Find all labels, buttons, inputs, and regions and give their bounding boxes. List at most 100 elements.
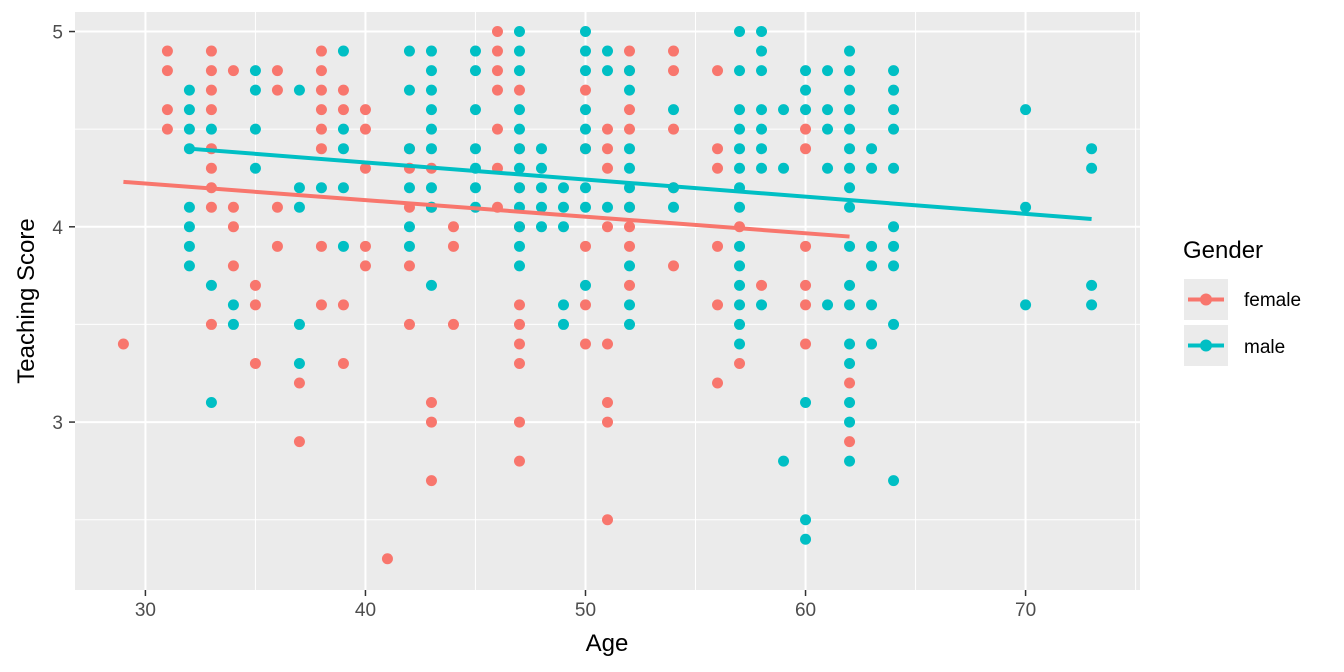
female-point: [602, 221, 613, 233]
female-point: [315, 143, 327, 155]
male-point: [624, 260, 636, 272]
male-point: [425, 143, 437, 155]
male-point: [249, 84, 261, 96]
female-point: [249, 279, 261, 291]
male-point: [205, 279, 217, 291]
male-point: [249, 123, 261, 135]
female-point: [602, 123, 613, 135]
female-point: [624, 104, 636, 116]
legend-title: Gender: [1183, 237, 1263, 264]
male-point: [1020, 104, 1032, 116]
female-point: [668, 45, 680, 57]
male-point: [535, 162, 547, 174]
male-point: [337, 182, 349, 194]
x-axis: 30 40 50 60 70: [135, 590, 1036, 621]
male-point: [888, 221, 900, 233]
y-axis-title: Teaching Score: [13, 218, 40, 383]
legend-label-female: female: [1244, 290, 1301, 311]
male-point: [734, 279, 746, 291]
male-point: [183, 240, 195, 252]
male-point: [756, 45, 768, 57]
female-point: [800, 338, 812, 350]
male-point: [513, 182, 525, 194]
male-point: [513, 221, 525, 233]
female-point: [513, 338, 525, 350]
male-point: [337, 143, 349, 155]
female-point: [205, 65, 217, 77]
male-point: [800, 104, 812, 116]
male-point: [1086, 143, 1098, 155]
male-point: [756, 65, 768, 77]
female-point: [359, 162, 371, 174]
female-point: [756, 279, 768, 291]
female-point: [513, 357, 525, 369]
trend-lines: [123, 146, 1092, 239]
female-point: [491, 84, 503, 96]
female-point: [117, 338, 129, 350]
male-point: [1020, 299, 1032, 311]
male-point: [602, 201, 613, 213]
male-point: [425, 123, 437, 135]
female-point: [800, 123, 812, 135]
male-point: [734, 240, 746, 252]
y-tick-label: 5: [52, 23, 63, 44]
male-point: [557, 318, 569, 330]
female-point: [668, 65, 680, 77]
male-point: [844, 123, 856, 135]
male-point: [888, 162, 900, 174]
male-point: [403, 240, 415, 252]
male-point: [469, 182, 481, 194]
male-point: [425, 182, 437, 194]
male-point: [844, 240, 856, 252]
male-point: [624, 84, 636, 96]
male-point: [425, 279, 437, 291]
male-point: [888, 104, 900, 116]
male-point: [293, 182, 305, 194]
female-point: [624, 240, 636, 252]
male-point: [888, 123, 900, 135]
male-point: [844, 338, 856, 350]
male-point: [1086, 299, 1098, 311]
male-point: [822, 299, 834, 311]
female-point: [712, 162, 724, 174]
x-axis-title: Age: [586, 630, 629, 657]
male-point: [888, 84, 900, 96]
female-point: [315, 104, 327, 116]
female-point: [315, 84, 327, 96]
female-point: [403, 260, 415, 272]
male-point: [293, 357, 305, 369]
male-point: [734, 299, 746, 311]
male-point: [844, 416, 856, 428]
female-point: [491, 26, 503, 38]
female-point: [425, 397, 437, 409]
female-point: [315, 240, 327, 252]
female-point: [668, 260, 680, 272]
male-point: [756, 104, 768, 116]
female-point: [403, 318, 415, 330]
male-point: [668, 104, 680, 116]
male-point: [535, 143, 547, 155]
male-point: [888, 65, 900, 77]
male-point: [602, 45, 613, 57]
female-point: [491, 65, 503, 77]
female-point: [447, 240, 459, 252]
female-point: [712, 65, 724, 77]
female-point: [602, 162, 613, 174]
female-point: [602, 397, 613, 409]
female-point: [513, 318, 525, 330]
legend-item-female: female: [1184, 279, 1301, 320]
legend: Gender female male: [1183, 237, 1301, 366]
female-point: [205, 201, 217, 213]
female-point: [513, 299, 525, 311]
male-point: [183, 104, 195, 116]
male-point: [579, 279, 591, 291]
male-point: [778, 162, 790, 174]
male-point: [579, 104, 591, 116]
male-point: [734, 338, 746, 350]
male-point: [557, 299, 569, 311]
male-point: [734, 65, 746, 77]
male-point: [513, 260, 525, 272]
male-point: [535, 182, 547, 194]
male-point: [822, 65, 834, 77]
